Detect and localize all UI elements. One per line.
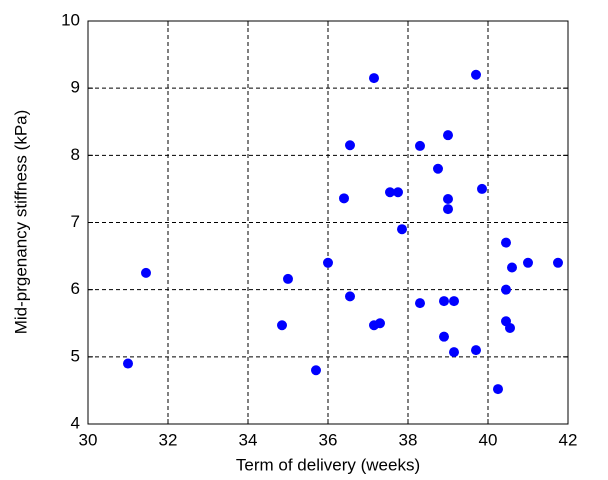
point — [443, 204, 453, 215]
point — [439, 296, 449, 307]
point — [505, 322, 515, 333]
point — [471, 69, 481, 80]
point — [553, 257, 563, 268]
y-tick-label: 5 — [71, 346, 80, 365]
point — [523, 257, 533, 268]
point — [393, 187, 403, 198]
point — [433, 163, 443, 174]
point — [385, 187, 395, 198]
y-tick-label: 9 — [71, 78, 80, 97]
point — [415, 298, 425, 309]
point — [501, 284, 511, 295]
x-tick-label: 34 — [239, 430, 258, 449]
point — [439, 331, 449, 342]
y-axis-label: Mid-prgenancy stiffness (kPa) — [11, 110, 30, 335]
point — [375, 318, 385, 329]
y-tick-label: 7 — [71, 212, 80, 231]
point — [415, 140, 425, 151]
x-tick-label: 40 — [479, 430, 498, 449]
point — [277, 320, 287, 331]
plot-frame — [87, 20, 569, 425]
y-tick-label: 6 — [71, 279, 80, 298]
point — [369, 73, 379, 84]
point — [323, 257, 333, 268]
point — [443, 193, 453, 204]
point — [283, 273, 293, 284]
point — [501, 237, 511, 248]
y-tick-label: 4 — [71, 413, 80, 432]
point — [339, 193, 349, 204]
x-tick-label: 36 — [319, 430, 338, 449]
point — [345, 291, 355, 302]
point — [471, 345, 481, 356]
point — [449, 347, 459, 358]
point — [123, 358, 133, 369]
point — [345, 140, 355, 151]
y-tick-label: 10 — [61, 10, 80, 29]
y-tick-label: 8 — [71, 145, 80, 164]
point — [311, 365, 321, 376]
x-tick-label: 30 — [79, 430, 98, 449]
point — [507, 262, 517, 273]
point — [141, 267, 151, 278]
point — [397, 224, 407, 235]
point — [477, 183, 487, 194]
x-tick-label: 42 — [559, 430, 578, 449]
x-tick-label: 38 — [399, 430, 418, 449]
point — [443, 130, 453, 141]
point — [493, 384, 503, 395]
x-tick-label: 32 — [159, 430, 178, 449]
x-axis-label: Term of delivery (weeks) — [236, 455, 420, 474]
point — [449, 296, 459, 307]
